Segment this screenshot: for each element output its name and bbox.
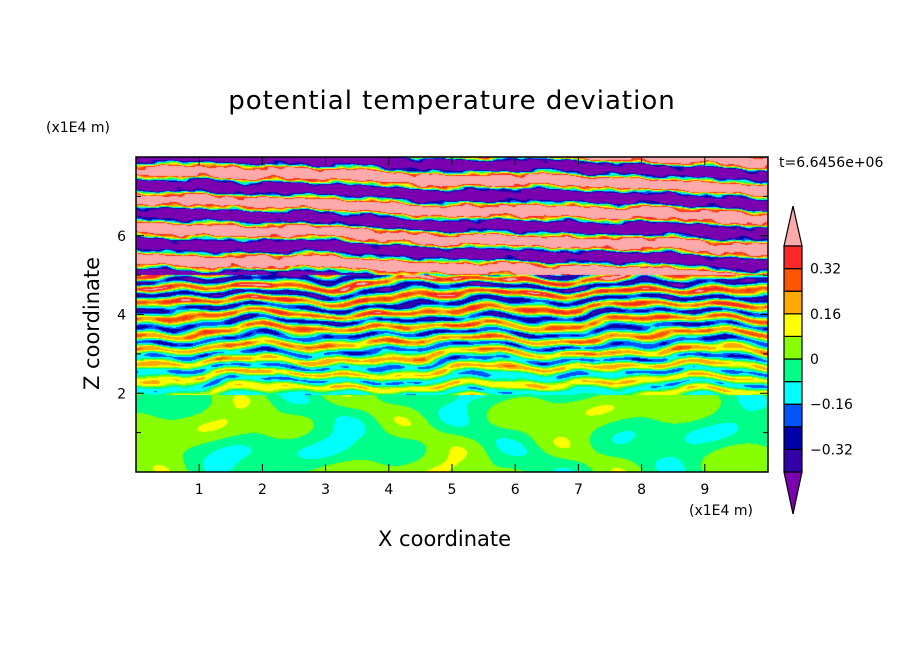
- colorbar-swatch: [783, 381, 803, 405]
- x-tick-label: 4: [384, 482, 393, 498]
- x-tick-label: 5: [448, 482, 457, 498]
- y-tick-label: 4: [117, 308, 126, 324]
- colorbar-label: 0.16: [810, 307, 841, 323]
- y-tick-label: 2: [117, 386, 126, 402]
- time-label: t=6.6456e+06: [779, 155, 884, 171]
- x-tick-label: 8: [637, 482, 646, 498]
- colorbar-swatch: [783, 403, 803, 428]
- x-axis-label: X coordinate: [378, 527, 512, 551]
- colorbar-swatch: [783, 245, 803, 270]
- y-tick-label: 6: [117, 229, 126, 245]
- x-unit-label: (x1E4 m): [689, 503, 753, 519]
- x-tick-label: 6: [511, 482, 520, 498]
- colorbar-swatch: [783, 313, 803, 337]
- plot-area: [136, 157, 768, 472]
- colorbar-label: −0.32: [810, 442, 853, 458]
- y-unit-label: (x1E4 m): [46, 120, 110, 136]
- colorbar-upper-arrow: [783, 205, 803, 247]
- colorbar-swatch: [783, 448, 803, 473]
- colorbar-label: −0.16: [810, 397, 853, 413]
- colorbar-label: 0: [810, 352, 819, 368]
- x-tick-label: 3: [321, 482, 330, 498]
- chart-title: potential temperature deviation: [228, 86, 676, 116]
- colorbar-label: 0.32: [810, 262, 841, 278]
- x-tick-label: 7: [574, 482, 583, 498]
- colorbar-lower-arrow: [783, 471, 803, 515]
- x-tick-label: 1: [195, 482, 204, 498]
- colorbar-swatch: [783, 335, 803, 360]
- colorbar-swatch: [783, 358, 803, 383]
- colorbar-swatch: [783, 426, 803, 450]
- x-tick-label: 9: [700, 482, 709, 498]
- plot-frame: [135, 156, 769, 473]
- contour-field: [136, 157, 768, 472]
- colorbar-swatch: [783, 268, 803, 292]
- x-tick-label: 2: [258, 482, 267, 498]
- colorbar-swatch: [783, 290, 803, 315]
